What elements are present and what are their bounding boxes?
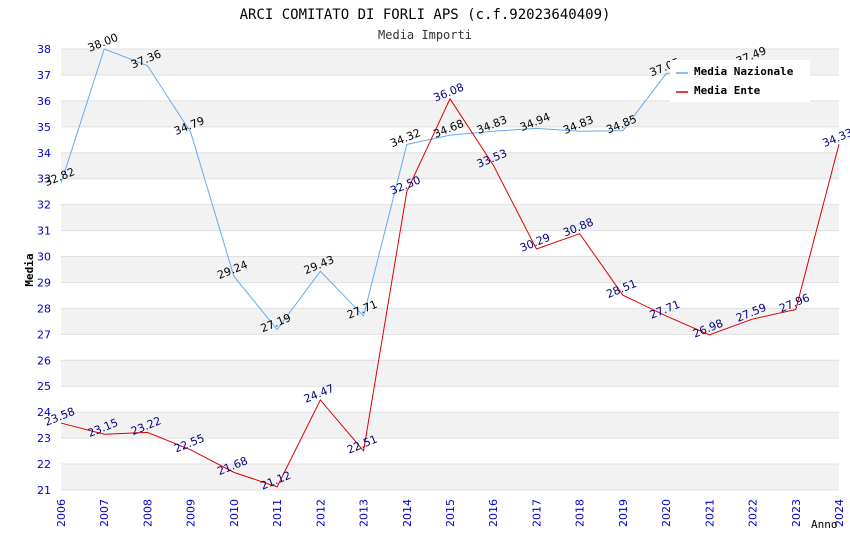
y-tick-label: 25 [37,380,51,393]
y-axis-ticks: 21 22 23 24 25 26 27 28 29 30 31 32 33 34 35 36 37 38 [37,43,51,497]
y-tick-label: 33 [37,173,51,186]
x-tick-label: 2020 [660,499,673,527]
x-tick-label: 2012 [314,499,327,527]
grid-band [61,386,839,413]
y-tick-label: 28 [37,302,51,315]
grid-band [61,308,839,335]
chart-subtitle: Media Importi [378,28,472,42]
y-tick-label: 38 [37,43,51,56]
x-tick-label: 2019 [617,499,630,527]
y-tick-label: 29 [37,276,51,289]
x-tick-label: 2024 [833,499,846,527]
series-line-media-ente [60,97,840,488]
x-tick-label: 2021 [703,499,716,527]
grid-band [61,230,839,257]
x-tick-label: 2007 [98,499,111,527]
grid-band [61,282,839,309]
y-tick-label: 22 [37,458,51,471]
y-tick-label: 27 [37,328,51,341]
grid-band [61,100,839,127]
grid-band [61,360,839,387]
legend-label-media-nazionale: Media Nazionale [694,65,794,78]
y-tick-label: 23 [37,432,51,445]
y-tick-label: 36 [37,95,51,108]
y-tick-label: 24 [37,406,51,419]
x-tick-label: 2023 [790,499,803,527]
x-axis-ticks: 2006 2007 2008 2009 2010 2011 2012 2013 2014 2015… [55,499,846,527]
x-tick-label: 2011 [271,499,284,527]
chart-title: ARCI COMITATO DI FORLI APS (c.f.92023640… [240,7,611,23]
y-tick-label: 34 [37,147,51,160]
grid-band [61,204,839,231]
y-tick-label: 26 [37,354,51,367]
y-tick-label: 35 [37,121,51,134]
x-tick-label: 2017 [530,499,543,527]
y-tick-label: 37 [37,69,51,82]
grid-band [61,178,839,205]
grid-band [61,438,839,465]
x-tick-label: 2006 [55,499,68,527]
x-tick-label: 2009 [185,499,198,527]
y-tick-label: 32 [37,199,51,212]
grid-band [61,126,839,153]
grid-band [61,334,839,361]
x-tick-label: 2015 [444,499,457,527]
grid-band [61,464,839,490]
grid-bands [61,48,839,491]
x-tick-label: 2018 [574,499,587,527]
y-tick-label: 30 [37,251,51,264]
legend-label-media-ente: Media Ente [694,84,761,97]
y-tick-label: 21 [37,484,51,497]
grid-band [61,256,839,283]
y-axis-label: Media [23,253,36,286]
legend-box [670,60,810,102]
grid-band [61,412,839,439]
y-tick-label: 31 [37,225,51,238]
x-tick-label: 2008 [141,499,154,527]
legend: Media Nazionale Media Ente [670,60,810,102]
series-line-media-nazionale [60,48,753,331]
x-tick-label: 2014 [401,499,414,527]
x-tick-label: 2022 [747,499,760,527]
x-tick-label: 2010 [228,499,241,527]
x-axis-label: Anno [811,518,838,531]
x-tick-label: 2013 [358,499,371,527]
x-tick-label: 2016 [487,499,500,527]
series-lines [60,48,840,488]
grid-band [61,152,839,179]
